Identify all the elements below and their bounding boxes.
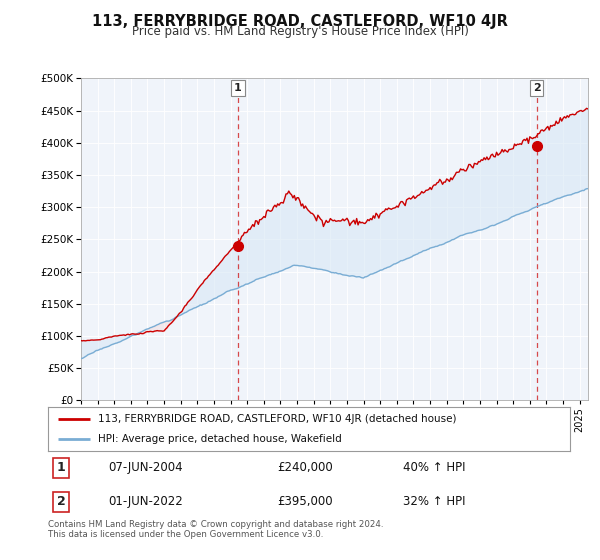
Text: 40% ↑ HPI: 40% ↑ HPI	[403, 461, 466, 474]
Text: 07-JUN-2004: 07-JUN-2004	[108, 461, 182, 474]
Text: 2: 2	[533, 83, 541, 93]
Text: 2: 2	[56, 496, 65, 508]
Text: 32% ↑ HPI: 32% ↑ HPI	[403, 496, 466, 508]
Text: 113, FERRYBRIDGE ROAD, CASTLEFORD, WF10 4JR (detached house): 113, FERRYBRIDGE ROAD, CASTLEFORD, WF10 …	[98, 414, 456, 424]
Text: 01-JUN-2022: 01-JUN-2022	[108, 496, 183, 508]
Text: £240,000: £240,000	[278, 461, 334, 474]
Text: 1: 1	[234, 83, 242, 93]
Text: HPI: Average price, detached house, Wakefield: HPI: Average price, detached house, Wake…	[98, 434, 341, 444]
Text: Price paid vs. HM Land Registry's House Price Index (HPI): Price paid vs. HM Land Registry's House …	[131, 25, 469, 38]
Text: 113, FERRYBRIDGE ROAD, CASTLEFORD, WF10 4JR: 113, FERRYBRIDGE ROAD, CASTLEFORD, WF10 …	[92, 14, 508, 29]
Text: £395,000: £395,000	[278, 496, 334, 508]
Text: Contains HM Land Registry data © Crown copyright and database right 2024.
This d: Contains HM Land Registry data © Crown c…	[48, 520, 383, 539]
Text: 1: 1	[56, 461, 65, 474]
